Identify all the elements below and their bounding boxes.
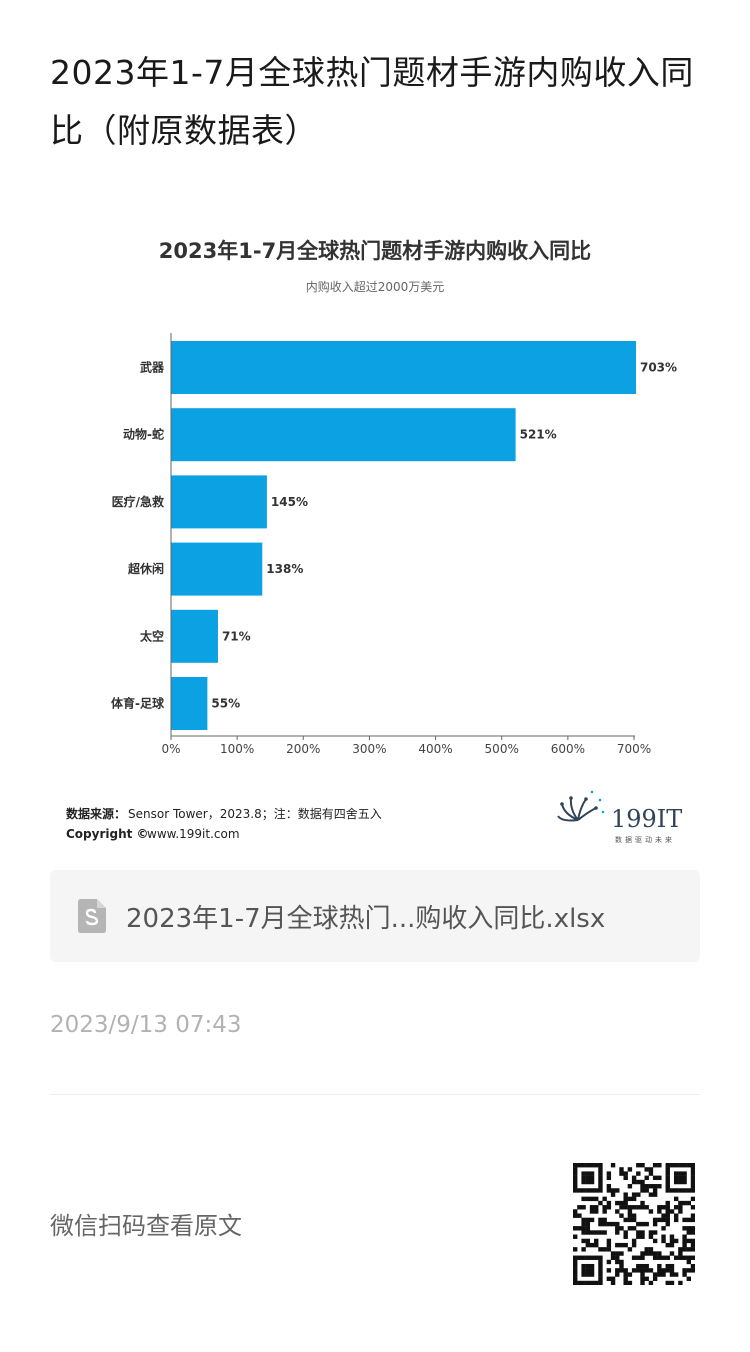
attachment-file-name: 2023年1-7月全球热门...购收入同比.xlsx xyxy=(126,903,606,934)
category-label: 动物-蛇 xyxy=(123,427,164,442)
bar-0 xyxy=(171,341,636,394)
x-tick-label: 700% xyxy=(617,742,651,756)
category-label: 体育-足球 xyxy=(111,696,165,711)
bar-4 xyxy=(171,609,218,663)
post-date: 2023/9/13 07:43 xyxy=(50,1012,242,1038)
bar-chart: 2023年1-7月全球热门题材手游内购收入同比 内购收入超过2000万美元 武器… xyxy=(66,239,682,844)
logo-brand: 199IT xyxy=(611,805,682,833)
chart-title: 2023年1-7月全球热门题材手游内购收入同比 xyxy=(159,239,591,263)
data-label: 55% xyxy=(211,697,240,711)
attachment-file-card[interactable]: 2023年1-7月全球热门...购收入同比.xlsx xyxy=(50,870,700,962)
copyright-label: Copyright © xyxy=(66,827,149,841)
x-tick-label: 300% xyxy=(352,742,386,756)
x-tick-label: 400% xyxy=(418,742,452,756)
logo-slogan: 数据驱动未来 xyxy=(615,835,675,844)
data-label: 703% xyxy=(640,361,677,375)
category-label: 超休闲 xyxy=(127,561,164,576)
qr-scan-hint: 微信扫码查看原文 xyxy=(50,1212,242,1240)
copyright-url: www.199it.com xyxy=(147,827,240,841)
source-text: Sensor Tower，2023.8；注：数据有四舍五入 xyxy=(128,806,382,821)
data-label: 521% xyxy=(520,428,557,442)
chart-image: 2023年1-7月全球热门题材手游内购收入同比 内购收入超过2000万美元 武器… xyxy=(50,215,700,855)
x-tick-label: 200% xyxy=(286,742,320,756)
source-label: 数据来源： xyxy=(66,806,126,821)
spreadsheet-file-icon xyxy=(78,899,106,933)
data-label: 138% xyxy=(266,562,303,576)
x-tick-label: 0% xyxy=(161,742,180,756)
x-tick-label: 600% xyxy=(551,742,585,756)
divider xyxy=(50,1094,700,1095)
data-label: 145% xyxy=(271,495,308,509)
bar-5 xyxy=(171,677,208,730)
bar-1 xyxy=(171,408,516,462)
bar-3 xyxy=(171,542,263,596)
article-title: 2023年1-7月全球热门题材手游内购收入同比（附原数据表） xyxy=(50,53,694,150)
x-tick-label: 500% xyxy=(485,742,519,756)
dandelion-logo-icon xyxy=(557,790,605,822)
logo-199it: 199IT 数据驱动未来 xyxy=(557,790,682,844)
qr-code-icon[interactable] xyxy=(573,1163,696,1286)
data-label: 71% xyxy=(222,629,251,643)
category-label: 医疗/急救 xyxy=(112,494,164,509)
bar-2 xyxy=(171,475,267,529)
category-label: 太空 xyxy=(140,628,164,643)
chart-subtitle: 内购收入超过2000万美元 xyxy=(306,279,445,294)
x-tick-label: 100% xyxy=(220,742,254,756)
category-label: 武器 xyxy=(140,360,165,375)
